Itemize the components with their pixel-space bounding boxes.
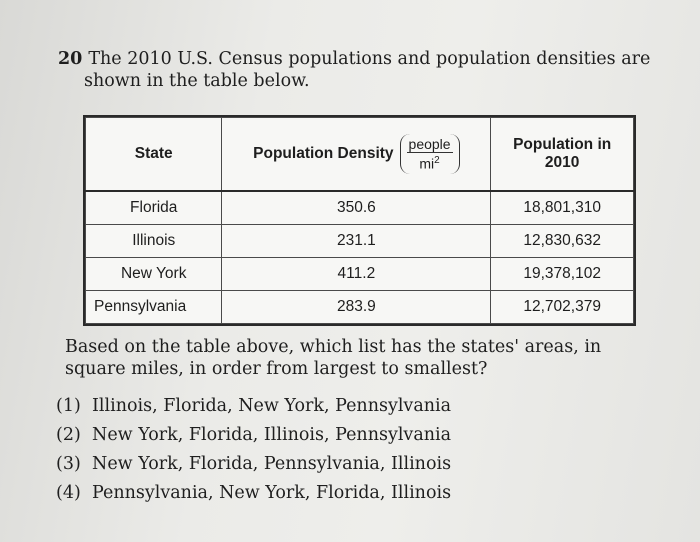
choice-number: (2): [56, 425, 81, 445]
header-density: Population Density people mi2: [221, 117, 492, 192]
table-row: Pennsylvania 283.9 12,702,379: [84, 290, 634, 324]
header-state: State: [84, 117, 223, 192]
question-header: 20 The 2010 U.S. Census populations and p…: [58, 48, 658, 92]
answer-choice[interactable]: (3) New York, Florida, Pennsylvania, Illi…: [56, 450, 451, 479]
table-row: New York 411.2 19,378,102: [84, 257, 634, 291]
cell-density: 231.1: [221, 224, 492, 258]
choice-text: Pennsylvania, New York, Florida, Illinoi…: [92, 483, 452, 503]
cell-population: 18,801,310: [490, 190, 634, 225]
header-population-line2: 2010: [544, 154, 580, 171]
density-unit-denominator: mi2: [419, 155, 440, 172]
choice-text: New York, Florida, Illinois, Pennsylvani…: [92, 425, 452, 445]
question-prompt: Based on the table above, which list has…: [65, 337, 602, 379]
header-density-label: Population Density: [253, 145, 394, 162]
cell-state: Illinois: [84, 224, 223, 258]
choice-number: (3): [56, 454, 81, 474]
answer-choice[interactable]: (2) New York, Florida, Illinois, Pennsylv…: [56, 421, 451, 450]
cell-state: Florida: [84, 190, 223, 225]
cell-population: 19,378,102: [490, 257, 634, 291]
census-data-table: State Population Density people mi2 Popu…: [84, 117, 634, 324]
question-text-line2: shown in the table below.: [84, 71, 310, 91]
density-unit-numerator: people: [406, 136, 453, 154]
header-population: Population in 2010: [490, 117, 634, 192]
answer-choice[interactable]: (1) Illinois, Florida, New York, Pennsylv…: [56, 392, 451, 421]
cell-density: 283.9: [221, 290, 492, 324]
cell-population: 12,830,632: [490, 224, 634, 258]
answer-choices: (1) Illinois, Florida, New York, Pennsylv…: [56, 392, 451, 508]
answer-choice[interactable]: (4) Pennsylvania, New York, Florida, Illi…: [56, 479, 451, 508]
header-population-line1: Population in: [513, 136, 612, 153]
density-unit-fraction: people mi2: [399, 134, 460, 174]
cell-state: New York: [84, 257, 223, 291]
cell-density: 350.6: [221, 190, 492, 225]
cell-state: Pennsylvania: [84, 290, 223, 324]
choice-number: (1): [56, 396, 81, 416]
census-table: State Population Density people mi2 Popu…: [83, 115, 636, 326]
cell-density: 411.2: [221, 257, 492, 291]
choice-text: New York, Florida, Pennsylvania, Illinoi…: [92, 454, 452, 474]
table-row: Illinois 231.1 12,830,632: [84, 224, 634, 258]
density-unit-exponent: 2: [434, 155, 440, 167]
choice-number: (4): [56, 483, 81, 503]
cell-population: 12,702,379: [490, 290, 634, 324]
table-row: Florida 350.6 18,801,310: [84, 190, 634, 225]
question-text-line1: The 2010 U.S. Census populations and pop…: [88, 49, 651, 69]
table-header-row: State Population Density people mi2 Popu…: [84, 117, 634, 192]
choice-text: Illinois, Florida, New York, Pennsylvani…: [92, 396, 452, 416]
question-number: 20: [58, 49, 83, 69]
